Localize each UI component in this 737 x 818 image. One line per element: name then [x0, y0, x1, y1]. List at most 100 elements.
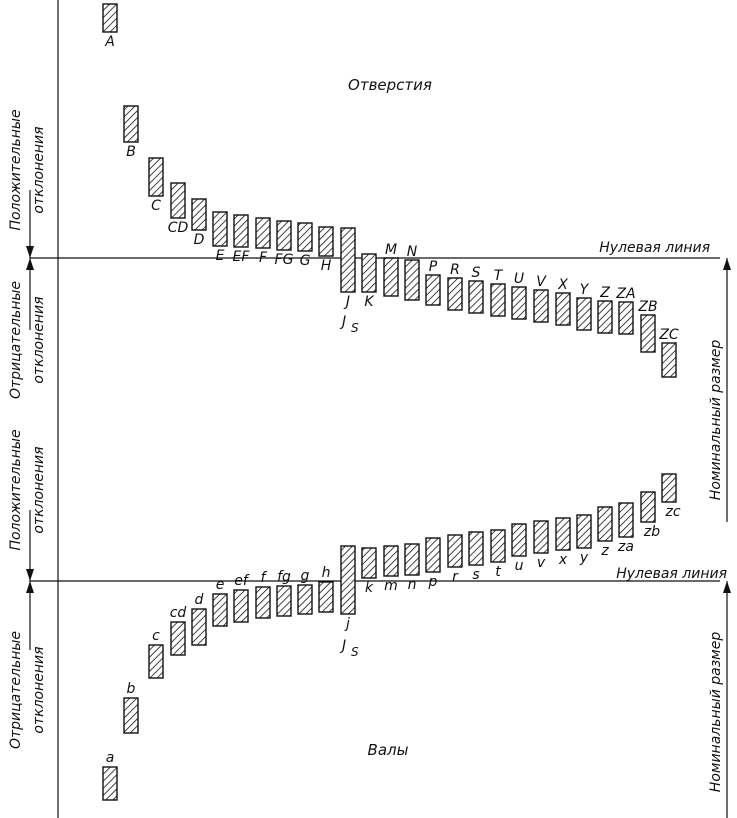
shaft-label-zc: zc	[664, 504, 680, 520]
hole-field-V	[533, 289, 549, 323]
hole-label-CD: CD	[168, 220, 189, 236]
shaft-label-u: u	[515, 558, 524, 574]
hole-field-C	[148, 157, 164, 197]
hole-label-S: S	[472, 265, 481, 281]
hole-field-S	[468, 280, 484, 314]
shaft-field-j	[340, 545, 356, 615]
svg-text:отклонения: отклонения	[31, 646, 47, 733]
hole-label-G: G	[300, 253, 311, 269]
shaft-label-k: k	[365, 580, 374, 596]
nominal-size-arrow-upper	[723, 258, 731, 270]
hole-label-FG: FG	[275, 252, 294, 268]
hole-field-Y	[576, 297, 592, 331]
shaft-field-h	[318, 581, 334, 613]
hole-field-M	[383, 257, 399, 297]
svg-text:S: S	[351, 645, 359, 659]
shafts-js-label: J S	[339, 638, 359, 659]
shaft-field-b	[123, 697, 139, 734]
hole-field-P	[425, 274, 441, 306]
hole-field-ZB	[640, 314, 656, 353]
hole-label-K: K	[364, 294, 375, 310]
shaft-label-h: h	[322, 565, 331, 581]
hole-field-E	[212, 211, 228, 247]
shaft-label-fg: fg	[277, 569, 291, 585]
shaft-field-t	[490, 529, 506, 563]
hole-label-ZA: ZA	[615, 286, 635, 302]
shaft-label-t: t	[495, 564, 501, 580]
shaft-field-k	[361, 547, 377, 579]
shaft-label-p: p	[428, 574, 438, 590]
shaft-label-s: s	[472, 567, 479, 583]
hole-field-CD	[170, 182, 186, 219]
shaft-label-c: c	[152, 628, 160, 644]
shaft-field-x	[555, 517, 571, 551]
hole-label-F: F	[259, 250, 268, 266]
shaft-field-zc	[661, 473, 677, 503]
shaft-label-b: b	[127, 681, 136, 697]
hole-field-U	[511, 286, 527, 320]
shaft-field-za	[618, 502, 634, 538]
shaft-field-f	[255, 586, 271, 619]
svg-text:Отрицательные: Отрицательные	[8, 631, 24, 749]
shaft-label-za: za	[617, 539, 634, 555]
shaft-field-zb	[640, 491, 656, 523]
hole-label-B: B	[126, 144, 136, 160]
svg-text:отклонения: отклонения	[31, 446, 47, 533]
shaft-field-p	[425, 537, 441, 573]
shaft-label-x: x	[558, 552, 568, 568]
shaft-label-z: z	[600, 543, 609, 559]
nominal-size-label-upper: Номинальный размер	[708, 340, 724, 501]
shaft-label-m: m	[384, 578, 398, 594]
hole-field-H	[318, 226, 334, 257]
hole-field-D	[191, 198, 207, 231]
hole-label-EF: EF	[233, 249, 251, 265]
shaft-field-g	[297, 584, 313, 615]
hole-field-ZC	[661, 342, 677, 378]
hole-label-E: E	[216, 248, 225, 264]
hole-label-T: T	[494, 268, 504, 284]
hole-label-X: X	[557, 277, 568, 293]
nominal-size-arrow-lower	[723, 581, 731, 593]
hole-label-A: A	[104, 34, 115, 50]
hole-field-Z	[597, 300, 613, 334]
hole-label-ZB: ZB	[637, 299, 657, 315]
hole-field-G	[297, 222, 313, 252]
hole-field-X	[555, 292, 571, 326]
holes-title: Отверстия	[348, 76, 432, 94]
hole-label-R: R	[450, 262, 460, 278]
shaft-field-a	[102, 766, 118, 801]
side-label-upper-positive: Положительные отклонения	[8, 109, 47, 230]
hole-label-Z: Z	[599, 285, 610, 301]
shaft-label-y: y	[579, 550, 589, 566]
shaft-field-z	[597, 506, 613, 542]
shaft-field-d	[191, 608, 207, 646]
shaft-label-e: e	[216, 577, 225, 593]
lower-deviation-arrow-down	[26, 569, 34, 581]
hole-field-F	[255, 217, 271, 249]
holes-js-label: J S	[339, 314, 359, 335]
shafts-zero-line-label: Нулевая линия	[616, 566, 727, 582]
hole-label-U: U	[514, 271, 524, 287]
shaft-field-e	[212, 593, 228, 627]
hole-field-J	[340, 227, 356, 293]
hole-field-FG	[276, 220, 292, 251]
hole-field-ZA	[618, 301, 634, 335]
side-label-upper-negative: Отрицательные отклонения	[8, 281, 47, 399]
hole-field-R	[447, 277, 463, 311]
svg-text:отклонения: отклонения	[31, 296, 47, 383]
shaft-label-v: v	[537, 555, 546, 571]
nominal-size-label-lower: Номинальный размер	[708, 632, 724, 793]
upper-deviation-arrow-down	[26, 246, 34, 258]
hole-field-N	[404, 259, 420, 301]
holes-zero-line-label: Нулевая линия	[599, 240, 710, 256]
shaft-field-r	[447, 534, 463, 568]
hole-label-ZC: ZC	[658, 327, 679, 343]
shaft-field-ef	[233, 589, 249, 623]
hole-label-D: D	[194, 232, 205, 248]
shaft-field-m	[383, 545, 399, 577]
shaft-label-g: g	[301, 568, 310, 584]
svg-text:S: S	[351, 321, 359, 335]
side-label-lower-positive: Положительные отклонения	[8, 429, 47, 550]
